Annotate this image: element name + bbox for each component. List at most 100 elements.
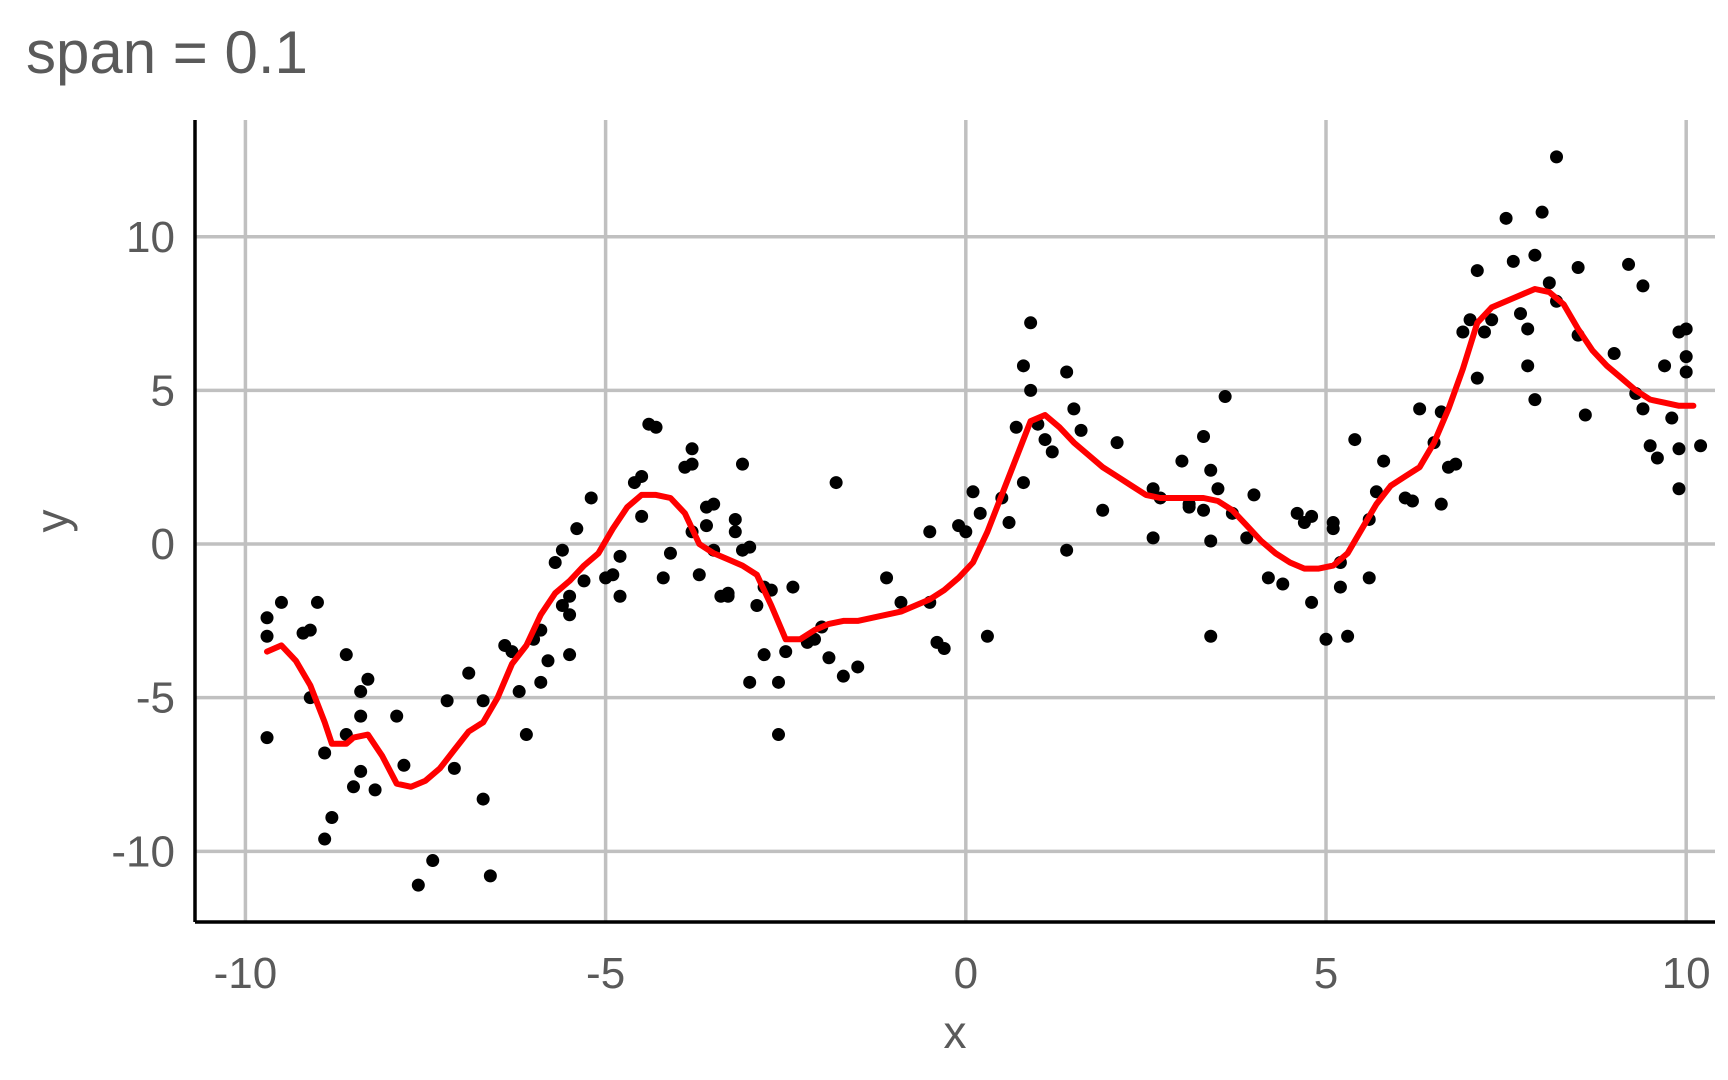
data-point	[548, 555, 562, 569]
data-point	[1650, 451, 1664, 465]
data-point	[743, 675, 757, 689]
data-point	[318, 832, 332, 846]
data-point	[750, 599, 764, 613]
data-point	[563, 589, 577, 603]
data-point	[851, 660, 865, 674]
data-point	[1463, 313, 1477, 327]
data-point	[635, 509, 649, 523]
data-point	[1002, 516, 1016, 530]
data-point	[476, 694, 490, 708]
data-point	[1060, 543, 1074, 557]
data-point	[390, 709, 404, 723]
data-point	[462, 666, 476, 680]
data-point	[1024, 383, 1038, 397]
data-point	[447, 761, 461, 775]
data-point	[1211, 482, 1225, 496]
y-tick-label: 5	[151, 366, 175, 415]
data-point	[707, 497, 721, 511]
data-point	[411, 878, 425, 892]
data-point	[1528, 248, 1542, 262]
data-point	[570, 522, 584, 536]
data-point	[779, 645, 793, 659]
data-point	[1665, 411, 1679, 425]
grid	[195, 120, 1715, 922]
data-point	[1521, 322, 1535, 336]
data-point	[1521, 359, 1535, 373]
data-point	[1016, 359, 1030, 373]
data-point	[555, 599, 569, 613]
data-point	[613, 549, 627, 563]
data-point	[959, 525, 973, 539]
data-point	[937, 642, 951, 656]
data-point	[361, 672, 375, 686]
data-point	[649, 420, 663, 434]
data-point	[735, 457, 749, 471]
data-point	[1470, 264, 1484, 278]
data-point	[1405, 494, 1419, 508]
data-point	[310, 595, 324, 609]
data-point	[966, 485, 980, 499]
data-point	[721, 586, 735, 600]
data-point	[1636, 402, 1650, 416]
smooth-line	[264, 286, 1697, 790]
data-point	[1319, 632, 1333, 646]
data-point	[1146, 482, 1160, 496]
data-point	[1377, 454, 1391, 468]
data-point	[318, 746, 332, 760]
data-point	[980, 629, 994, 643]
data-point	[1096, 503, 1110, 517]
data-point	[1110, 436, 1124, 450]
data-point	[260, 611, 274, 625]
data-point	[1348, 433, 1362, 447]
data-point	[635, 469, 649, 483]
data-point	[1197, 503, 1211, 517]
data-point	[1636, 279, 1650, 293]
data-point	[685, 457, 699, 471]
data-point	[1470, 371, 1484, 385]
data-point	[1449, 457, 1463, 471]
data-point	[1485, 313, 1499, 327]
data-point	[829, 476, 843, 490]
data-point	[1679, 365, 1693, 379]
data-point	[1261, 571, 1275, 585]
data-point	[440, 694, 454, 708]
data-point	[1067, 402, 1081, 416]
data-point	[1204, 463, 1218, 477]
data-point	[1197, 429, 1211, 443]
data-point	[1679, 322, 1693, 336]
data-point	[563, 608, 577, 622]
x-tick-label: 0	[954, 949, 978, 998]
data-point	[836, 669, 850, 683]
data-point	[354, 764, 368, 778]
data-point	[584, 491, 598, 505]
data-point	[426, 854, 440, 868]
data-point	[1218, 390, 1232, 404]
chart-title: span = 0.1	[26, 19, 308, 86]
x-tick-label: 10	[1662, 949, 1711, 998]
data-point	[1326, 516, 1340, 530]
x-axis-title: x	[944, 1006, 967, 1058]
data-point	[1182, 500, 1196, 514]
data-point	[1204, 629, 1218, 643]
data-point	[1622, 257, 1636, 271]
data-point	[354, 685, 368, 699]
data-point	[1305, 509, 1319, 523]
data-point	[1506, 254, 1520, 268]
data-point	[808, 632, 822, 646]
y-tick-label: 10	[126, 213, 175, 262]
data-point	[1694, 439, 1708, 453]
data-point	[1305, 595, 1319, 609]
data-point	[1679, 350, 1693, 364]
data-point	[260, 731, 274, 745]
data-point	[1247, 488, 1261, 502]
data-point	[577, 574, 591, 588]
data-point	[563, 648, 577, 662]
data-point	[923, 525, 937, 539]
data-point	[743, 540, 757, 554]
data-point	[822, 651, 836, 665]
data-point	[1175, 454, 1189, 468]
data-point	[325, 811, 339, 825]
x-tick-label: 5	[1314, 949, 1338, 998]
data-point	[1535, 205, 1549, 219]
y-axis-title: y	[26, 510, 78, 533]
